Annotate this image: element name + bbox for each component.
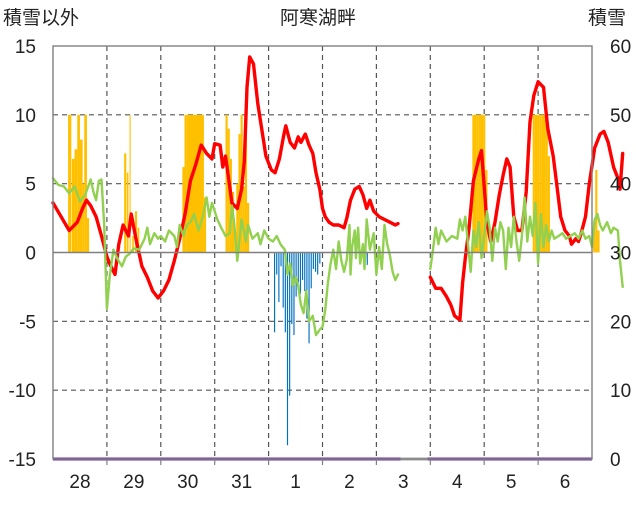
blue-bar (291, 252, 293, 325)
orange-bar (77, 114, 80, 253)
orange-bar (244, 114, 248, 253)
orange-bar (547, 156, 550, 253)
blue-bar (276, 252, 278, 275)
blue-bar (306, 252, 308, 319)
left-tick-label: 5 (25, 175, 36, 196)
orange-bar (541, 114, 544, 253)
blue-bar (289, 252, 291, 396)
green-series-line (429, 196, 624, 289)
left-tick-label: 15 (15, 37, 36, 58)
day-label: 28 (69, 472, 90, 493)
orange-bar (545, 114, 548, 253)
right-tick-label: 20 (610, 312, 631, 333)
orange-bar (132, 235, 134, 253)
right-tick-label: 10 (610, 381, 631, 402)
day-label: 3 (398, 472, 409, 493)
orange-bar (225, 114, 228, 253)
orange-bar (593, 222, 596, 253)
right-tick-label: 50 (610, 106, 631, 127)
right-tick-label: 30 (610, 244, 631, 265)
orange-bar (203, 197, 207, 253)
left-axis-label: 積雪以外 (3, 7, 79, 29)
blue-bar (273, 252, 276, 333)
left-tick-label: -5 (19, 312, 36, 333)
line-layer (51, 55, 625, 337)
orange-bar (242, 186, 245, 253)
orange-bar (182, 167, 185, 253)
left-tick-label: -10 (9, 381, 36, 402)
day-label: 6 (560, 472, 571, 493)
orange-bar (532, 114, 535, 253)
blue-bar (280, 252, 282, 267)
orange-bar (184, 114, 187, 253)
orange-bar (126, 172, 129, 253)
blue-bar (282, 252, 284, 308)
orange-bar (84, 114, 87, 253)
day-label: 31 (231, 472, 252, 493)
blue-bar (302, 252, 304, 281)
orange-bar (534, 114, 538, 253)
orange-bar (474, 114, 477, 253)
day-label: 29 (123, 472, 144, 493)
red-series-line (51, 55, 400, 300)
day-label: 1 (290, 472, 301, 493)
orange-bar (480, 114, 484, 253)
orange-bar (124, 153, 127, 253)
right-tick-label: 60 (610, 37, 631, 58)
blue-bar (319, 252, 321, 264)
green-series-line (51, 177, 400, 337)
blue-bar (299, 252, 302, 294)
orange-bar (597, 230, 600, 253)
orange-bar (476, 114, 479, 253)
orange-bar (236, 183, 239, 253)
blue-bar (284, 252, 286, 333)
blue-bar (278, 252, 280, 303)
left-tick-label: -15 (9, 450, 36, 471)
blue-bar (317, 252, 319, 275)
red-series-line (428, 80, 625, 322)
axis-layer (52, 45, 593, 465)
blue-bar (314, 252, 317, 272)
orange-bar (595, 169, 598, 253)
blue-bar (295, 252, 297, 297)
orange-bar (79, 139, 83, 253)
day-label: 5 (506, 472, 517, 493)
orange-bar (537, 114, 540, 253)
orange-bar (539, 114, 542, 253)
orange-bar (68, 114, 72, 253)
orange-bar (71, 158, 75, 253)
right-axis-label: 積雪 (588, 7, 626, 29)
blue-bar (293, 252, 295, 336)
day-label: 2 (344, 472, 355, 493)
orange-bar (74, 149, 78, 253)
blue-bar (366, 252, 368, 265)
left-tick-label: 0 (25, 244, 36, 265)
orange-bar (137, 227, 140, 253)
right-tick-label: 40 (610, 175, 631, 196)
chart-title: 阿寒湖畔 (280, 7, 356, 29)
orange-bar (543, 114, 546, 253)
blue-bar (312, 252, 314, 270)
blue-bar (304, 252, 306, 292)
orange-bar (82, 183, 85, 253)
orange-bar (478, 114, 481, 253)
grid-layer (53, 46, 592, 459)
day-label: 4 (452, 472, 463, 493)
blue-bar (308, 252, 310, 344)
orange-bar (129, 114, 131, 253)
blue-bar (297, 252, 299, 283)
right-tick-label: 0 (610, 450, 621, 471)
left-tick-label: 10 (15, 106, 36, 127)
day-label: 30 (177, 472, 198, 493)
blue-bar (310, 252, 312, 289)
blue-bar (286, 252, 289, 446)
orange-bar (86, 218, 90, 253)
